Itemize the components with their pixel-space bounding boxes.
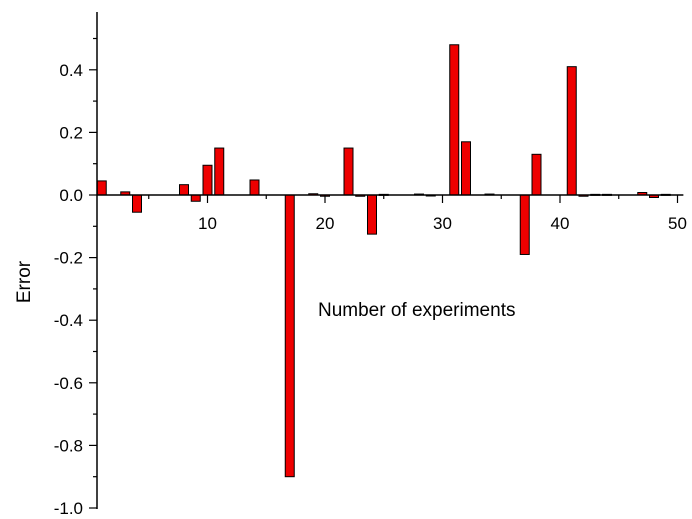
y-tick-label: -0.2 [54,249,83,268]
bar-experiment-41 [566,66,577,196]
bar-experiment-22 [343,147,354,196]
y-tick-label: 0.4 [59,61,83,80]
y-tick-label: -1.0 [54,499,83,518]
bar-experiment-10 [202,164,213,196]
bar-experiment-31 [449,44,460,196]
bar-experiment-14 [249,179,260,196]
x-tick-label: 40 [551,214,570,233]
x-axis-title: Number of experiments [318,300,515,321]
bar-experiment-17 [284,194,295,478]
y-tick-label: -0.8 [54,436,83,455]
y-tick-label: 0.0 [59,186,83,205]
bars-layer [96,44,671,478]
x-ticks-layer: 10 20 30 40 50 [148,195,687,233]
bar-experiment-9 [190,194,201,202]
bar-experiment-8 [179,184,189,196]
y-axis-title: Error [14,260,35,303]
x-tick-label: 10 [198,214,217,233]
x-tick-label: 20 [316,214,335,233]
bar-experiment-37 [519,194,530,255]
y-tick-label: 0.2 [59,123,83,142]
y-tick-label: -0.6 [54,374,83,393]
bar-experiment-11 [214,147,225,196]
bar-experiment-1 [96,180,107,196]
bar-experiment-4 [132,194,142,213]
bar-experiment-24 [367,194,377,235]
y-tick-label: -0.4 [54,311,83,330]
bar-experiment-38 [531,153,542,196]
x-tick-label: 30 [433,214,452,233]
x-tick-label: 50 [668,214,687,233]
y-ticks-layer: 0.4 0.2 0.0 -0.2 -0.4 -0.6 -0.8 -1.0 [54,37,97,518]
bar-experiment-32 [461,141,471,196]
